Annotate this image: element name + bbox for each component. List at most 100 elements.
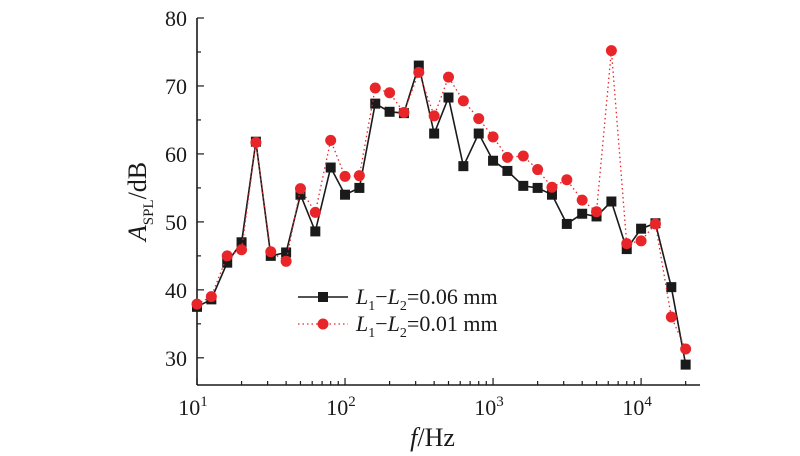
legend-var: L xyxy=(387,284,400,309)
legend-label: L1−L2=0.06 mm xyxy=(355,284,498,314)
data-point xyxy=(310,226,321,237)
legend-value: =0.06 mm xyxy=(407,284,498,309)
series-line xyxy=(196,50,687,350)
y-tick-label: 80 xyxy=(165,6,187,31)
y-tick-label: 60 xyxy=(165,142,187,167)
data-point xyxy=(458,161,469,172)
data-point xyxy=(501,151,513,163)
legend-var: L xyxy=(355,311,368,336)
legend-entry: L1−L2=0.06 mm xyxy=(298,284,498,314)
data-point xyxy=(250,136,262,148)
data-point xyxy=(205,291,217,303)
data-point xyxy=(665,311,677,323)
legend-subscript: 2 xyxy=(400,326,407,341)
data-point xyxy=(294,183,306,195)
data-point xyxy=(487,131,499,143)
data-point xyxy=(680,343,692,355)
data-point xyxy=(295,189,306,200)
legend-operator: − xyxy=(375,311,387,336)
x-tick-label-base: 10 xyxy=(178,395,200,420)
legend-var: L xyxy=(355,284,368,309)
series-2 xyxy=(191,45,692,355)
data-point xyxy=(384,87,396,99)
x-tick-label-exponent: 1 xyxy=(200,394,208,410)
legend-entry: L1−L2=0.01 mm xyxy=(298,311,498,341)
y-tick-label: 30 xyxy=(165,346,187,371)
data-point xyxy=(413,66,425,78)
legend-marker xyxy=(318,292,328,302)
y-axis-label-unit: /dB xyxy=(123,162,152,200)
data-point xyxy=(561,218,572,229)
data-point xyxy=(546,181,558,193)
y-tick-label: 50 xyxy=(165,210,187,235)
data-point xyxy=(488,155,499,166)
legend-operator: − xyxy=(375,284,387,309)
data-point xyxy=(370,98,381,109)
data-point xyxy=(429,128,440,139)
series-line xyxy=(196,62,687,365)
x-tick-label: 104 xyxy=(622,394,652,420)
y-axis-label: ASPL/dB xyxy=(123,162,157,243)
x-tick-label: 102 xyxy=(326,394,356,420)
data-point xyxy=(354,182,365,193)
data-point xyxy=(340,189,351,200)
y-axis-label-variable: A xyxy=(123,225,152,243)
data-point xyxy=(636,223,647,234)
data-point xyxy=(473,113,485,125)
data-point xyxy=(222,257,233,268)
legend-subscript: 2 xyxy=(400,299,407,314)
x-tick-label-exponent: 4 xyxy=(644,394,652,410)
data-point xyxy=(666,282,677,293)
data-point xyxy=(398,106,410,118)
data-point xyxy=(473,128,484,139)
data-point xyxy=(325,134,337,146)
data-point xyxy=(236,244,248,256)
data-point xyxy=(443,92,454,103)
data-point xyxy=(518,180,529,191)
legend-subscript: 1 xyxy=(368,299,375,314)
data-point xyxy=(649,218,661,230)
data-point xyxy=(236,237,247,248)
data-point xyxy=(517,150,529,162)
y-tick-label: 70 xyxy=(165,74,187,99)
data-point xyxy=(221,250,233,262)
data-point xyxy=(428,110,440,122)
data-point xyxy=(577,208,588,219)
data-point xyxy=(443,71,454,83)
data-point xyxy=(576,194,588,206)
x-tick-label-base: 10 xyxy=(474,395,496,420)
y-tick-label: 40 xyxy=(165,278,187,303)
data-point xyxy=(309,206,321,218)
data-point xyxy=(680,359,691,370)
data-point xyxy=(281,247,292,258)
data-point xyxy=(546,189,557,200)
data-point xyxy=(325,162,336,173)
data-point xyxy=(280,255,292,267)
data-point xyxy=(353,170,365,182)
x-axis-label: f/Hz xyxy=(410,423,455,452)
x-tick-label-base: 10 xyxy=(326,395,348,420)
data-point xyxy=(606,196,617,207)
data-point xyxy=(384,106,395,117)
series-layer xyxy=(191,45,692,370)
legend-value: =0.01 mm xyxy=(407,311,498,336)
axis-labels: f/Hz ASPL/dB xyxy=(123,162,455,452)
x-axis-label-unit: /Hz xyxy=(417,423,455,452)
legend-var: L xyxy=(387,311,400,336)
x-tick-label-exponent: 2 xyxy=(348,394,356,410)
data-point xyxy=(635,235,647,247)
data-point xyxy=(532,164,544,176)
data-point xyxy=(591,206,603,218)
legend-marker xyxy=(317,318,329,330)
data-point xyxy=(621,238,633,250)
x-tick-label-exponent: 3 xyxy=(496,394,504,410)
legend-subscript: 1 xyxy=(368,326,375,341)
data-point xyxy=(413,60,424,71)
data-point xyxy=(502,165,513,176)
data-point xyxy=(605,45,617,57)
data-point xyxy=(265,246,277,258)
data-point xyxy=(532,182,543,193)
x-tick-label-base: 10 xyxy=(622,395,644,420)
